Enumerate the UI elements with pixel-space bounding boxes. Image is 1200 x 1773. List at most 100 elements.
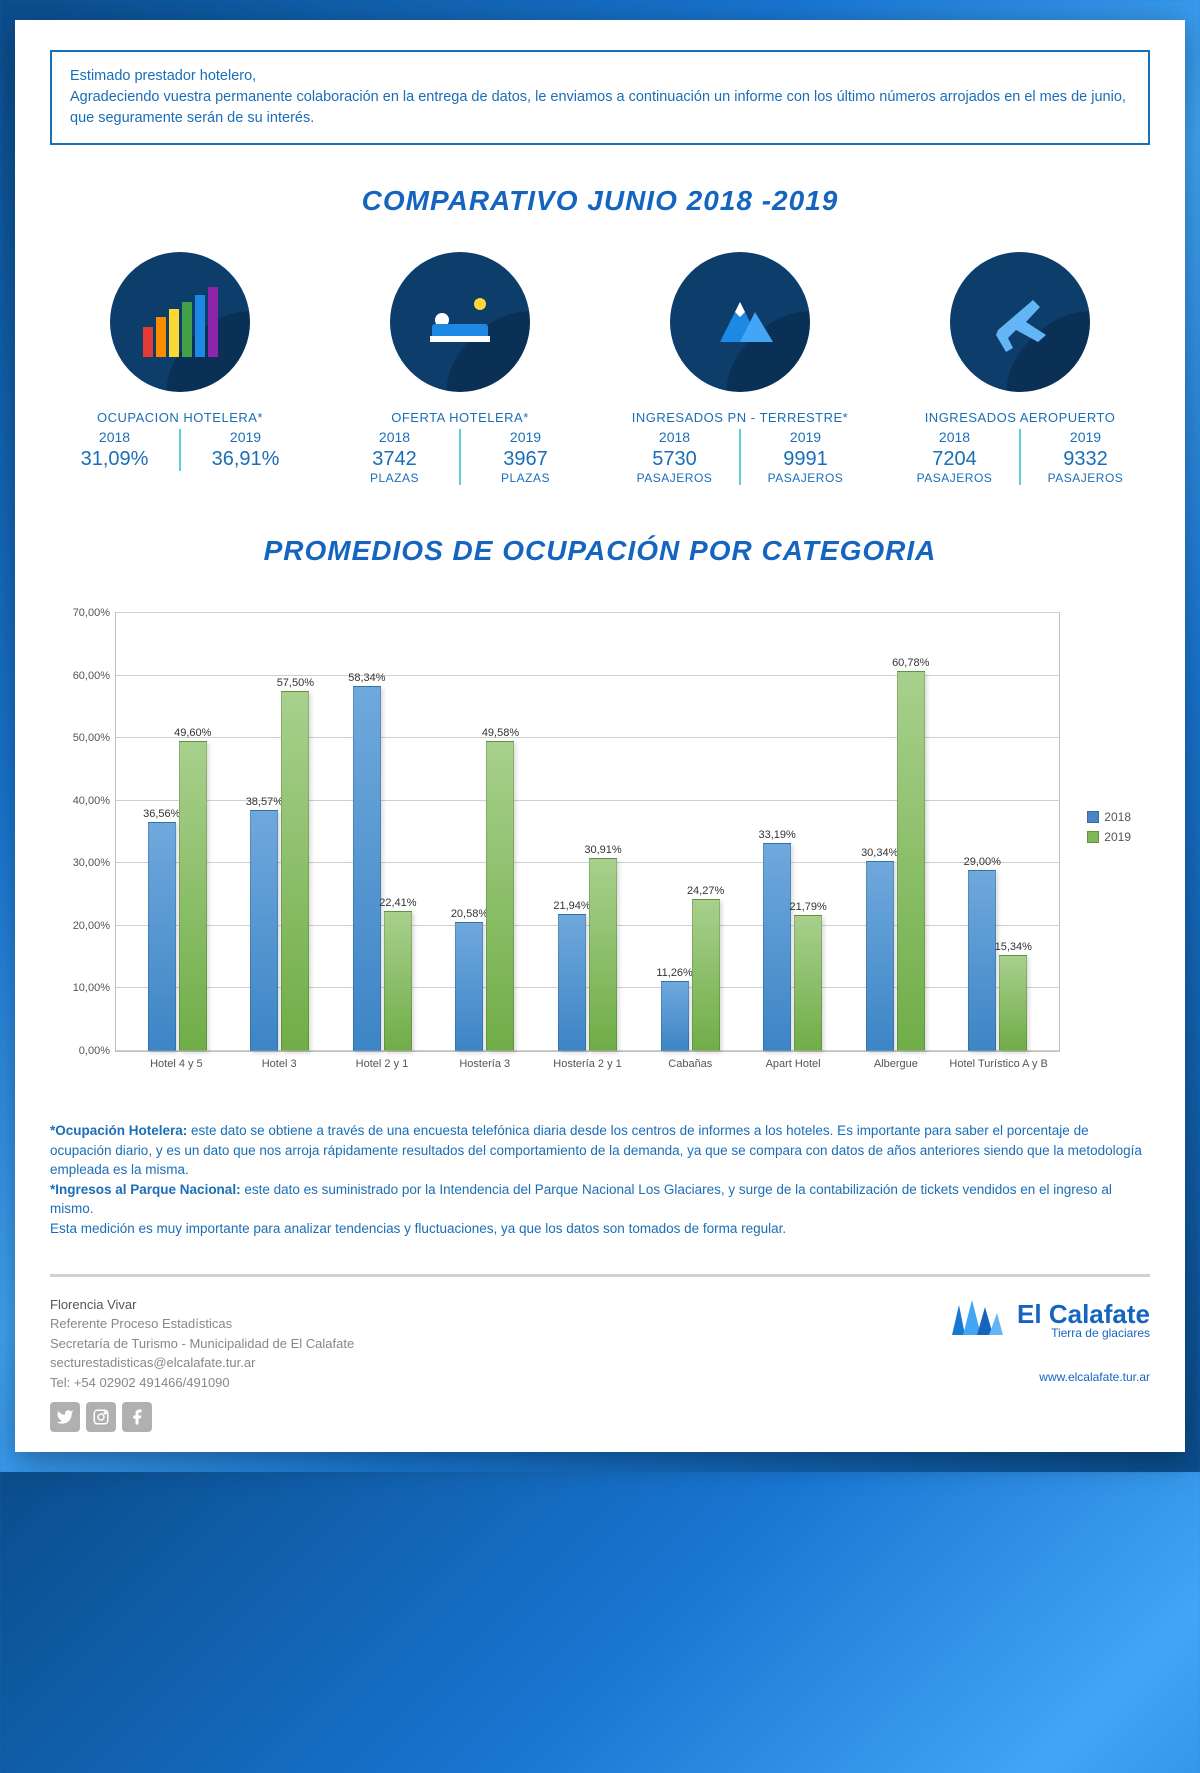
bar-value-label: 21,94% — [553, 900, 590, 912]
bar-2018: 20,58% — [455, 922, 483, 1051]
mountain-icon — [670, 252, 810, 392]
x-tick-label: Hotel 3 — [228, 1058, 331, 1071]
stat-label: INGRESADOS PN - TERRESTRE* — [610, 410, 870, 425]
bar-2018: 36,56% — [148, 822, 176, 1051]
year-label: 2018 — [58, 429, 171, 445]
bars-container: 36,56%49,60%38,57%57,50%58,34%22,41%20,5… — [116, 613, 1059, 1051]
bar-value-label: 49,60% — [174, 727, 211, 739]
contact-name: Florencia Vivar — [50, 1295, 354, 1315]
year-unit: PASAJEROS — [618, 471, 731, 485]
intro-box: Estimado prestador hotelero, Agradeciend… — [50, 50, 1150, 145]
stat-oferta: OFERTA HOTELERA* 2018 3742 PLAZAS 2019 3… — [330, 252, 590, 485]
bed-icon — [390, 252, 530, 392]
bar-value-label: 15,34% — [995, 941, 1032, 953]
note-title-2: *Ingresos al Parque Nacional: — [50, 1182, 241, 1197]
year-label: 2019 — [469, 429, 582, 445]
y-tick-label: 10,00% — [73, 982, 116, 994]
title-comparativo: COMPARATIVO JUNIO 2018 -2019 — [50, 185, 1150, 217]
facebook-icon[interactable] — [122, 1402, 152, 1432]
bar-group: 21,94%30,91% — [536, 613, 639, 1051]
x-tick-label: Albergue — [844, 1058, 947, 1071]
year-value: 5730 — [618, 448, 731, 471]
x-tick-label: Hostería 2 y 1 — [536, 1058, 639, 1071]
bar-value-label: 29,00% — [964, 856, 1001, 868]
bar-value-label: 30,91% — [584, 844, 621, 856]
bar-2018: 33,19% — [763, 843, 791, 1051]
note-body-1: este dato se obtiene a través de una enc… — [50, 1123, 1142, 1177]
stat-aeropuerto: INGRESADOS AEROPUERTO 2018 7204 PASAJERO… — [890, 252, 1150, 485]
footer: Florencia Vivar Referente Proceso Estadí… — [50, 1274, 1150, 1433]
year-label: 2019 — [1029, 429, 1142, 445]
bar-group: 11,26% 24,27% — [639, 613, 742, 1051]
stat-ocupacion: OCUPACION HOTELERA* 2018 31,09% 2019 36,… — [50, 252, 310, 485]
bar-value-label: 49,58% — [482, 727, 519, 739]
bar-2018: 58,34% — [353, 686, 381, 1051]
year-label: 2019 — [189, 429, 302, 445]
social-row — [50, 1402, 354, 1432]
y-tick-label: 70,00% — [73, 607, 116, 619]
stat-label: OCUPACION HOTELERA* — [50, 410, 310, 425]
bar-2018: 21,94% — [558, 914, 586, 1051]
stats-row: OCUPACION HOTELERA* 2018 31,09% 2019 36,… — [50, 252, 1150, 485]
bar-value-label: 38,57% — [246, 796, 283, 808]
bar-2018: 38,57% — [250, 810, 278, 1051]
year-value: 7204 — [898, 448, 1011, 471]
title-chart: PROMEDIOS DE OCUPACIÓN POR CATEGORIA — [50, 535, 1150, 567]
intro-body: Agradeciendo vuestra permanente colabora… — [70, 87, 1130, 129]
x-tick-label: Hotel Turístico A y B — [947, 1058, 1050, 1071]
year-value: 3742 — [338, 448, 451, 471]
bar-2018: 30,34% — [866, 861, 894, 1051]
y-tick-label: 20,00% — [73, 920, 116, 932]
x-tick-label: Hotel 2 y 1 — [331, 1058, 434, 1071]
bar-2019: 30,91% — [589, 858, 617, 1051]
bar-2018: 11,26% — [661, 981, 689, 1051]
chart-icon — [110, 252, 250, 392]
bar-value-label: 24,27% — [687, 885, 724, 897]
stat-label: OFERTA HOTELERA* — [330, 410, 590, 425]
year-label: 2018 — [338, 429, 451, 445]
contact-block: Florencia Vivar Referente Proceso Estadí… — [50, 1295, 354, 1433]
bar-value-label: 33,19% — [759, 829, 796, 841]
instagram-icon[interactable] — [86, 1402, 116, 1432]
bar-group: 38,57% 57,50% — [229, 613, 332, 1051]
bar-value-label: 57,50% — [277, 677, 314, 689]
contact-org: Secretaría de Turismo - Municipalidad de… — [50, 1334, 354, 1354]
bar-value-label: 22,41% — [379, 897, 416, 909]
bar-group: 29,00% 15,34% — [947, 613, 1050, 1051]
x-tick-label: Apart Hotel — [742, 1058, 845, 1071]
brand-url[interactable]: www.elcalafate.tur.ar — [947, 1370, 1150, 1384]
bar-group: 30,34% 60,78% — [844, 613, 947, 1051]
bar-group: 36,56% 49,60% — [126, 613, 229, 1051]
year-value: 31,09% — [58, 448, 171, 471]
bar-group: 33,19%21,79% — [741, 613, 844, 1051]
y-tick-label: 0,00% — [79, 1045, 116, 1057]
bar-group: 58,34%22,41% — [331, 613, 434, 1051]
year-unit: PASAJEROS — [749, 471, 862, 485]
year-value: 36,91% — [189, 448, 302, 471]
chart-plot-area: 2018 2019 0,00%10,00%20,00%30,00%40,00%5… — [115, 612, 1060, 1052]
bar-2019: 49,58% — [486, 741, 514, 1051]
year-label: 2018 — [898, 429, 1011, 445]
document-page: Estimado prestador hotelero, Agradeciend… — [15, 20, 1185, 1452]
bar-group: 20,58%49,58% — [434, 613, 537, 1051]
occupancy-chart: 2018 2019 0,00%10,00%20,00%30,00%40,00%5… — [50, 602, 1150, 1091]
year-label: 2018 — [618, 429, 731, 445]
bar-value-label: 60,78% — [892, 657, 929, 669]
chart-legend: 2018 2019 — [1087, 810, 1131, 850]
contact-tel: Tel: +54 02902 491466/491090 — [50, 1373, 354, 1393]
twitter-icon[interactable] — [50, 1402, 80, 1432]
year-unit: PASAJEROS — [898, 471, 1011, 485]
note-body-3: Esta medición es muy importante para ana… — [50, 1219, 1150, 1239]
notes: *Ocupación Hotelera: este dato se obtien… — [50, 1121, 1150, 1238]
contact-email: secturestadisticas@elcalafate.tur.ar — [50, 1353, 354, 1373]
year-value: 9332 — [1029, 448, 1142, 471]
year-value: 3967 — [469, 448, 582, 471]
bar-value-label: 20,58% — [451, 908, 488, 920]
year-unit: PLAZAS — [469, 471, 582, 485]
year-unit: PASAJEROS — [1029, 471, 1142, 485]
year-label: 2019 — [749, 429, 862, 445]
stat-pn: INGRESADOS PN - TERRESTRE* 2018 5730 PAS… — [610, 252, 870, 485]
bar-value-label: 11,26% — [656, 967, 693, 979]
year-unit: PLAZAS — [338, 471, 451, 485]
bar-value-label: 36,56% — [143, 808, 180, 820]
